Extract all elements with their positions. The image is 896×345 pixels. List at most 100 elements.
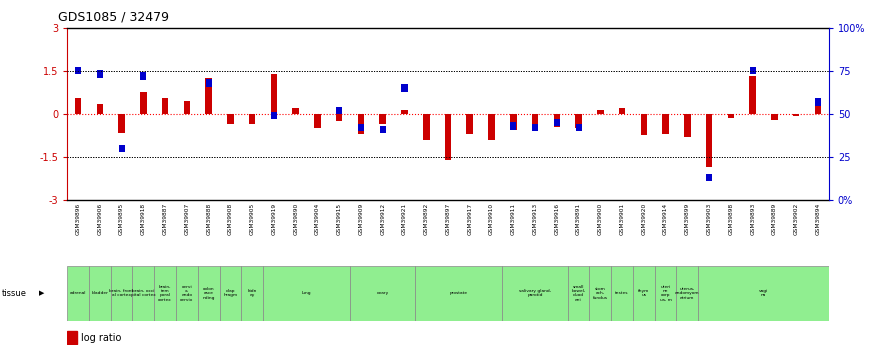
- Bar: [336, 114, 342, 121]
- Bar: [249, 114, 255, 124]
- Bar: [176, 266, 198, 321]
- Text: stom
ach,
fundus: stom ach, fundus: [593, 287, 607, 299]
- Bar: [814, 98, 822, 114]
- Bar: [575, 124, 582, 131]
- Text: GSM39914: GSM39914: [663, 203, 668, 235]
- Bar: [706, 174, 712, 181]
- Text: bladder: bladder: [91, 291, 108, 295]
- Bar: [676, 266, 698, 321]
- Bar: [97, 104, 103, 114]
- Bar: [67, 266, 89, 321]
- Text: vagi
na: vagi na: [759, 289, 768, 297]
- Bar: [380, 114, 386, 124]
- Text: GSM39892: GSM39892: [424, 203, 429, 235]
- Text: GSM39888: GSM39888: [206, 203, 211, 235]
- Bar: [205, 79, 211, 87]
- Text: GSM39891: GSM39891: [576, 203, 582, 235]
- Bar: [655, 266, 676, 321]
- Text: GSM39911: GSM39911: [511, 203, 516, 235]
- Bar: [728, 114, 734, 118]
- Bar: [350, 266, 416, 321]
- Bar: [554, 114, 560, 127]
- Text: brain, occi
pital cortex: brain, occi pital cortex: [131, 289, 156, 297]
- Text: uteri
ne
corp
us, m: uteri ne corp us, m: [659, 285, 671, 302]
- Bar: [184, 101, 190, 114]
- Bar: [154, 266, 176, 321]
- Bar: [554, 119, 560, 126]
- Bar: [314, 114, 321, 128]
- Bar: [89, 266, 111, 321]
- Bar: [358, 114, 364, 134]
- Bar: [503, 266, 568, 321]
- Text: kidn
ey: kidn ey: [247, 289, 257, 297]
- Bar: [698, 266, 829, 321]
- Bar: [205, 78, 211, 114]
- Bar: [271, 112, 277, 119]
- Bar: [416, 266, 503, 321]
- Bar: [662, 114, 669, 134]
- Text: GSM39890: GSM39890: [293, 203, 298, 235]
- Bar: [423, 114, 429, 140]
- Text: GSM39900: GSM39900: [598, 203, 603, 235]
- Bar: [198, 266, 220, 321]
- Text: GSM39901: GSM39901: [619, 203, 625, 235]
- Text: brain, front
al cortex: brain, front al cortex: [109, 289, 134, 297]
- Text: GSM39898: GSM39898: [728, 203, 734, 235]
- Text: GSM39894: GSM39894: [815, 203, 821, 235]
- Bar: [590, 266, 611, 321]
- Bar: [75, 67, 82, 75]
- Text: GSM39909: GSM39909: [358, 203, 364, 235]
- Bar: [633, 266, 655, 321]
- Bar: [685, 114, 691, 137]
- Bar: [401, 84, 408, 92]
- Text: tissue: tissue: [2, 289, 27, 298]
- Text: diap
hragm: diap hragm: [223, 289, 237, 297]
- Text: salivary gland,
parotid: salivary gland, parotid: [519, 289, 551, 297]
- Bar: [532, 124, 538, 131]
- Text: colon
asce
nding: colon asce nding: [202, 287, 215, 299]
- Bar: [510, 122, 516, 130]
- Text: GSM39903: GSM39903: [707, 203, 711, 235]
- Bar: [510, 114, 516, 130]
- Bar: [336, 107, 342, 114]
- Bar: [118, 114, 125, 132]
- Text: lung: lung: [302, 291, 312, 295]
- Text: ▶: ▶: [39, 290, 44, 296]
- Text: testes: testes: [616, 291, 629, 295]
- Text: GSM39904: GSM39904: [314, 203, 320, 235]
- Bar: [67, 331, 77, 344]
- Bar: [619, 108, 625, 114]
- Text: GDS1085 / 32479: GDS1085 / 32479: [58, 10, 169, 23]
- Text: brain,
tem
poral
cortex: brain, tem poral cortex: [159, 285, 172, 302]
- Text: GSM39889: GSM39889: [771, 203, 777, 235]
- Bar: [749, 77, 756, 114]
- Bar: [220, 266, 241, 321]
- Bar: [241, 266, 263, 321]
- Bar: [162, 98, 168, 114]
- Bar: [97, 70, 103, 78]
- Bar: [467, 114, 473, 134]
- Text: GSM39921: GSM39921: [402, 203, 407, 235]
- Text: GSM39895: GSM39895: [119, 203, 125, 235]
- Bar: [814, 98, 821, 106]
- Text: GSM39905: GSM39905: [250, 203, 254, 235]
- Text: ovary: ovary: [376, 291, 389, 295]
- Bar: [444, 114, 452, 160]
- Bar: [111, 266, 133, 321]
- Bar: [292, 108, 299, 114]
- Bar: [597, 110, 604, 114]
- Bar: [75, 98, 82, 114]
- Bar: [568, 266, 590, 321]
- Text: GSM39919: GSM39919: [271, 203, 277, 235]
- Bar: [358, 124, 364, 131]
- Text: GSM39907: GSM39907: [185, 203, 189, 235]
- Text: log ratio: log ratio: [81, 333, 121, 343]
- Bar: [641, 114, 647, 136]
- Bar: [532, 114, 538, 127]
- Text: GSM39910: GSM39910: [489, 203, 494, 235]
- Bar: [118, 145, 125, 152]
- Text: GSM39906: GSM39906: [98, 203, 102, 235]
- Text: GSM39918: GSM39918: [141, 203, 146, 235]
- Bar: [771, 114, 778, 120]
- Bar: [706, 114, 712, 167]
